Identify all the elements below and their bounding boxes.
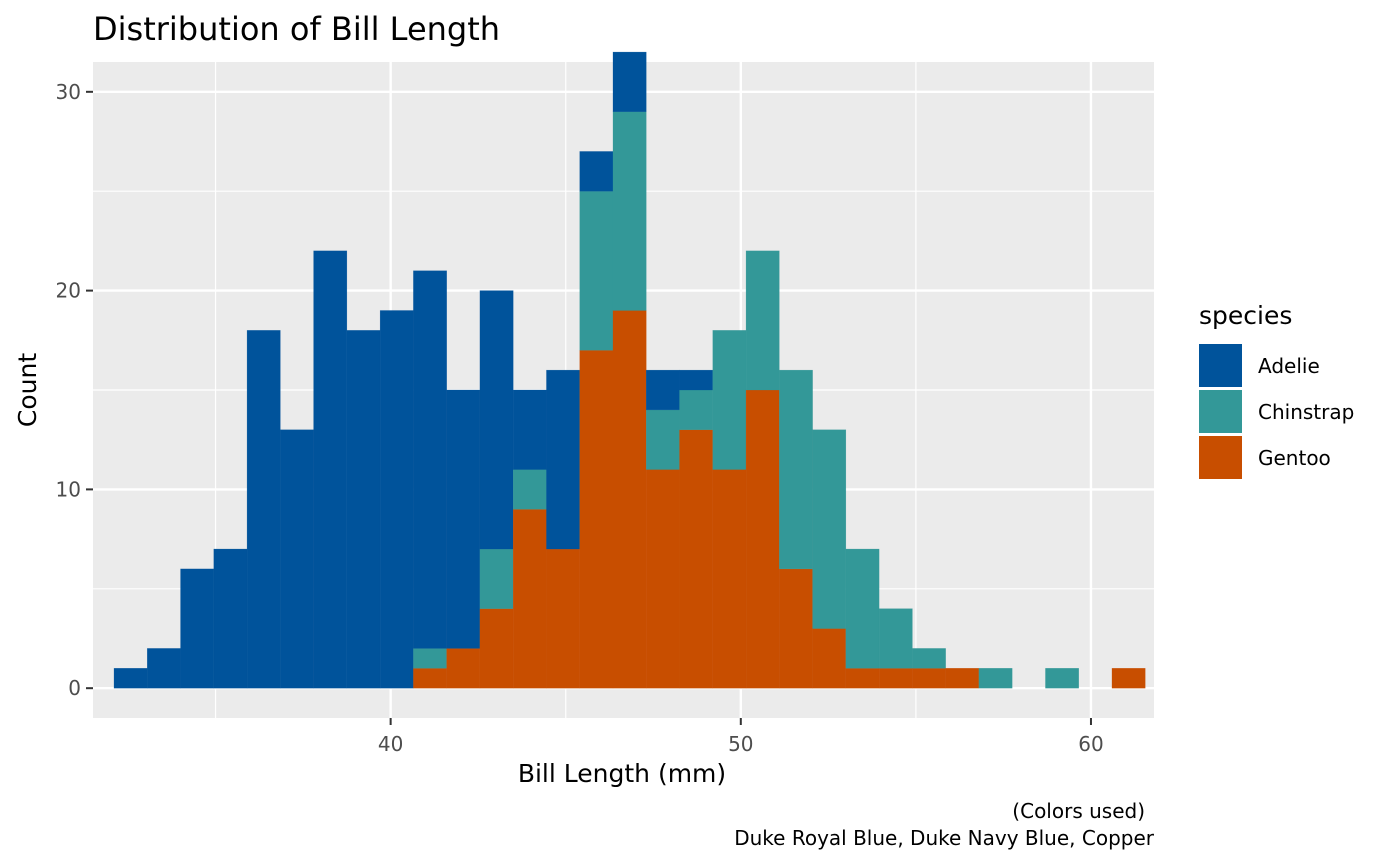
x-axis-title: Bill Length (mm)	[518, 759, 726, 788]
bar-chinstrap	[812, 429, 847, 629]
bar-adelie	[479, 290, 514, 550]
bar-adelie	[446, 389, 481, 649]
bar-gentoo	[745, 389, 780, 689]
bar-gentoo	[1111, 668, 1146, 689]
legend-key-gentoo	[1199, 436, 1242, 479]
legend-key-adelie	[1199, 344, 1242, 387]
legend-key-chinstrap	[1199, 390, 1242, 433]
bar-gentoo	[546, 548, 580, 689]
x-tick-label: 50	[728, 732, 753, 756]
bar-adelie	[679, 369, 713, 391]
bar-chinstrap	[878, 608, 913, 669]
bar-adelie	[612, 51, 647, 112]
bar-gentoo	[812, 628, 847, 689]
bar-gentoo	[779, 568, 813, 689]
bar-gentoo	[413, 668, 447, 689]
bar-adelie	[280, 429, 314, 689]
bar-chinstrap	[479, 548, 514, 609]
bar-gentoo	[446, 648, 481, 689]
bar-chinstrap	[745, 250, 780, 391]
bar-gentoo	[679, 429, 713, 689]
bar-gentoo	[612, 310, 647, 689]
y-tick-label: 0	[68, 676, 81, 700]
bar-chinstrap	[779, 369, 813, 570]
bar-adelie	[546, 369, 580, 550]
legend-entries: Adelie Chinstrap Gentoo	[1199, 344, 1354, 479]
bar-adelie	[413, 270, 447, 649]
bar-chinstrap	[912, 648, 946, 669]
bar-gentoo	[646, 469, 680, 689]
bar-adelie	[646, 369, 680, 411]
legend-label-gentoo: Gentoo	[1258, 446, 1331, 470]
x-tick-label: 40	[378, 732, 403, 756]
bar-gentoo	[845, 668, 880, 689]
y-tick-label: 20	[56, 279, 81, 303]
legend-title: species	[1199, 301, 1292, 330]
bar-chinstrap	[1045, 668, 1079, 689]
bar-gentoo	[945, 668, 980, 689]
bar-chinstrap	[679, 389, 713, 430]
y-tick-label: 30	[56, 80, 81, 104]
legend-label-adelie: Adelie	[1258, 354, 1320, 378]
bar-chinstrap	[845, 548, 880, 669]
caption-line-1: (Colors used)	[1012, 799, 1145, 823]
legend-label-chinstrap: Chinstrap	[1258, 400, 1354, 424]
bar-adelie	[147, 648, 181, 689]
bar-adelie	[246, 330, 281, 689]
y-tick-label: 10	[56, 477, 81, 501]
bar-gentoo	[912, 668, 946, 689]
bar-gentoo	[512, 509, 547, 689]
bar-adelie	[113, 668, 148, 689]
bar-adelie	[213, 548, 248, 689]
bar-chinstrap	[612, 111, 647, 311]
bar-adelie	[180, 568, 215, 689]
bar-adelie	[579, 151, 614, 192]
bar-adelie	[512, 389, 547, 470]
bar-adelie	[379, 310, 414, 689]
legend: species Adelie Chinstrap Gentoo	[1199, 301, 1354, 479]
caption-line-2: Duke Royal Blue, Duke Navy Blue, Copper	[734, 826, 1155, 850]
bar-chinstrap	[712, 330, 747, 470]
bar-chinstrap	[978, 668, 1013, 689]
bar-chinstrap	[579, 191, 614, 351]
bar-chinstrap	[512, 469, 547, 510]
bars	[113, 51, 1146, 689]
y-axis-title: Count	[13, 353, 42, 427]
chart-title: Distribution of Bill Length	[93, 10, 500, 48]
y-axis: 0 10 20 30	[56, 80, 93, 700]
x-tick-label: 60	[1078, 732, 1103, 756]
bar-gentoo	[712, 469, 747, 689]
bar-adelie	[313, 250, 348, 689]
bar-gentoo	[878, 668, 913, 689]
bar-chinstrap	[413, 648, 447, 669]
bar-chinstrap	[646, 409, 680, 470]
x-axis: 40 50 60	[378, 718, 1104, 756]
bar-gentoo	[579, 350, 614, 689]
bar-gentoo	[479, 608, 514, 689]
bar-adelie	[346, 330, 381, 689]
